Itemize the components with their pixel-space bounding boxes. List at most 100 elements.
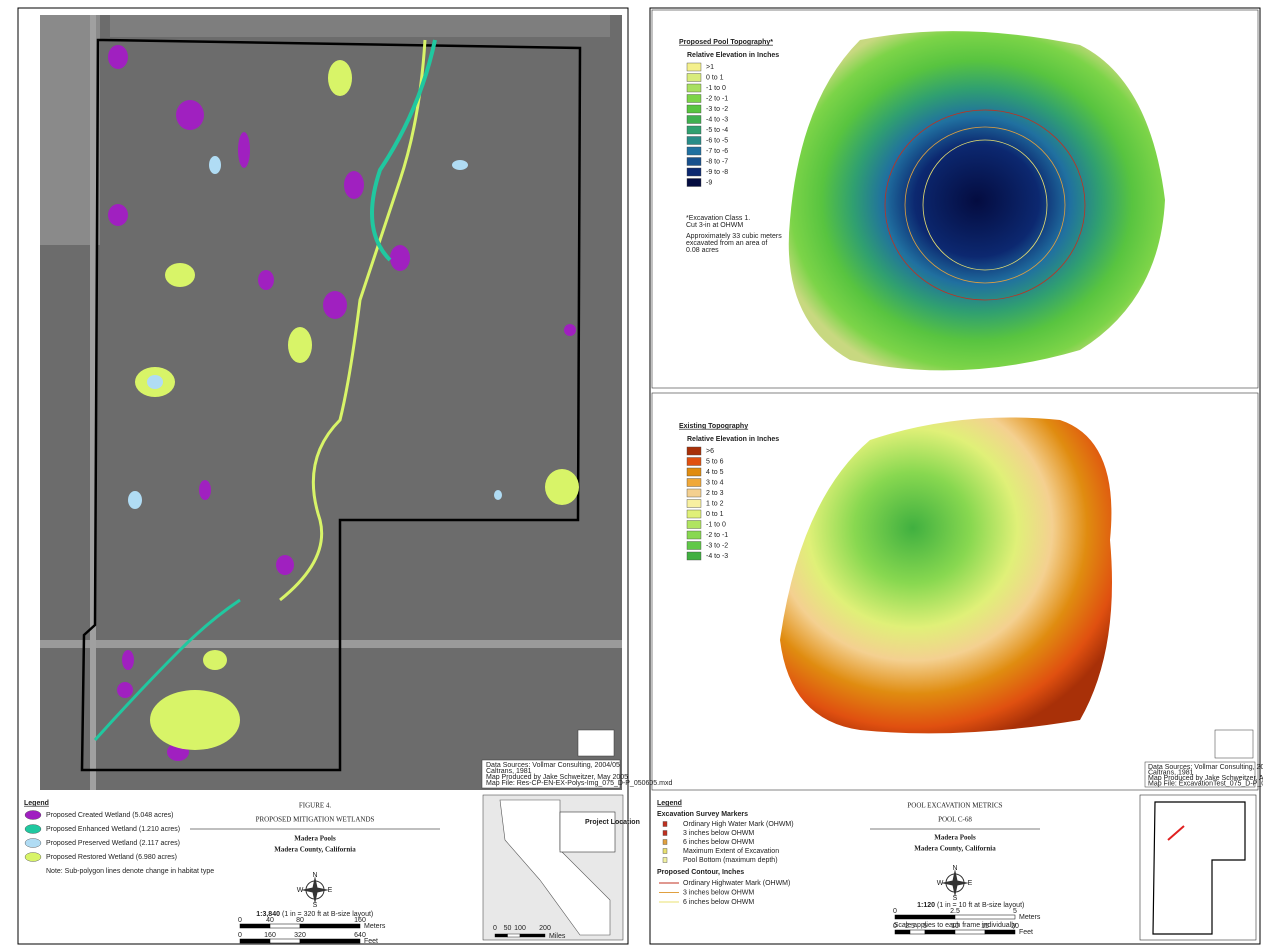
created-wetland <box>108 45 128 69</box>
scale-bar <box>508 934 521 937</box>
title-line: Madera Pools <box>294 835 336 843</box>
legend-subtitle: Excavation Survey Markers <box>657 811 748 818</box>
scale-tick: 80 <box>296 917 304 924</box>
legend-label: Pool Bottom (maximum depth) <box>683 857 778 864</box>
inset-map <box>1140 795 1256 940</box>
title-line: Madera County, California <box>914 845 996 853</box>
scale-tick: 200 <box>539 925 551 932</box>
compass-letter: W <box>297 887 304 894</box>
compass-letter: E <box>968 880 973 887</box>
swatch <box>687 147 701 155</box>
note: 0.08 acres <box>686 247 719 254</box>
swatch <box>687 521 701 529</box>
legend-title: Legend <box>657 800 682 807</box>
class-label: 0 to 1 <box>706 74 724 81</box>
scale-note: Scale applies to each frame individually <box>894 922 1017 929</box>
restored-wetland <box>545 469 579 505</box>
preserved-wetland <box>147 375 163 389</box>
swatch <box>687 95 701 103</box>
class-label: 3 to 4 <box>706 479 724 486</box>
legend-label: Maximum Extent of Excavation <box>683 848 779 855</box>
class-label: -2 to -1 <box>706 95 728 102</box>
scale-bar <box>895 915 955 919</box>
class-label: 2 to 3 <box>706 490 724 497</box>
scale-bar <box>495 934 508 937</box>
note: *Excavation Class 1. <box>686 215 750 222</box>
class-label: -1 to 0 <box>706 521 726 528</box>
title-line: Madera County, California <box>274 846 356 854</box>
created-wetland <box>564 324 576 336</box>
class-label: -6 to -5 <box>706 137 728 144</box>
class-label: -8 to -7 <box>706 158 728 165</box>
scale-bar <box>300 924 360 928</box>
restored-wetland <box>165 263 195 287</box>
restored-wetland <box>150 690 240 750</box>
logo <box>1215 730 1253 758</box>
scale-bar <box>910 930 925 934</box>
scale-tick: 0 <box>238 932 242 939</box>
swatch <box>687 179 701 187</box>
scale-bar <box>955 930 985 934</box>
created-wetland <box>276 555 294 575</box>
legend-swatch <box>25 825 41 834</box>
swatch <box>663 831 667 836</box>
legend-swatch <box>25 811 41 820</box>
class-label: >1 <box>706 64 714 71</box>
swatch <box>687 552 701 560</box>
proposed-surface <box>789 31 1165 370</box>
scale-ratio: 1:120 <box>917 902 935 909</box>
restored-wetland <box>288 327 312 363</box>
title-line: PROPOSED MITIGATION WETLANDS <box>256 816 375 824</box>
compass-letter: N <box>312 872 317 879</box>
created-wetland <box>176 100 204 130</box>
legend-label: 6 inches below OHWM <box>683 839 754 846</box>
restored-wetland <box>328 60 352 96</box>
class-label: -3 to -2 <box>706 106 728 113</box>
legend-label: Proposed Enhanced Wetland (1.210 acres) <box>46 826 180 833</box>
note: Cut 3-in at OHWM <box>686 222 743 229</box>
data-source: Map File: ExcavationTest_075_D-P_050805.… <box>1148 780 1263 787</box>
swatch <box>687 63 701 71</box>
class-label: 4 to 5 <box>706 469 724 476</box>
created-wetland <box>258 270 274 290</box>
title-line: POOL EXCAVATION METRICS <box>907 802 1002 810</box>
legend-label: 3 inches below OHWM <box>683 830 754 837</box>
title-line: FIGURE 4. <box>299 802 332 810</box>
scale-unit: Meters <box>1019 914 1041 921</box>
created-wetland <box>199 480 211 500</box>
legend-label: Ordinary High Water Mark (OHWM) <box>683 821 794 828</box>
scale-unit: Feet <box>1019 929 1033 936</box>
frame-title: Existing Topography <box>679 423 748 430</box>
legend-subtitle: Proposed Contour, Inches <box>657 869 744 876</box>
legend-label: Proposed Preserved Wetland (2.117 acres) <box>46 840 180 847</box>
created-wetland <box>108 204 128 226</box>
preserved-wetland <box>209 156 221 174</box>
scale-bar <box>300 939 360 943</box>
swatch <box>687 158 701 166</box>
page: Data Sources: Vollmar Consulting, 2004/0… <box>0 0 1263 948</box>
legend-label: Proposed Created Wetland (5.048 acres) <box>46 812 174 819</box>
swatch <box>663 840 667 845</box>
class-label: -3 to -2 <box>706 542 728 549</box>
logo <box>578 730 614 756</box>
note: excavated from an area of <box>686 240 767 247</box>
class-label: -4 to -3 <box>706 116 728 123</box>
class-label: 0 to 1 <box>706 511 724 518</box>
swatch <box>687 468 701 476</box>
scale-unit: Miles <box>549 933 566 940</box>
preserved-wetland <box>494 490 502 500</box>
compass-letter: N <box>952 865 957 872</box>
scale-tick: 40 <box>266 917 274 924</box>
class-label: -4 to -3 <box>706 553 728 560</box>
road <box>40 640 622 648</box>
scale-tick: 320 <box>294 932 306 939</box>
created-wetland <box>238 132 250 168</box>
legend-title: Relative Elevation in Inches <box>687 52 779 59</box>
swatch <box>687 74 701 82</box>
swatch <box>663 849 667 854</box>
scale-unit: Feet <box>364 938 378 945</box>
swatch <box>687 458 701 466</box>
legend-label: Proposed Restored Wetland (6.980 acres) <box>46 854 177 861</box>
class-label: -5 to -4 <box>706 127 728 134</box>
class-label: -2 to -1 <box>706 532 728 539</box>
